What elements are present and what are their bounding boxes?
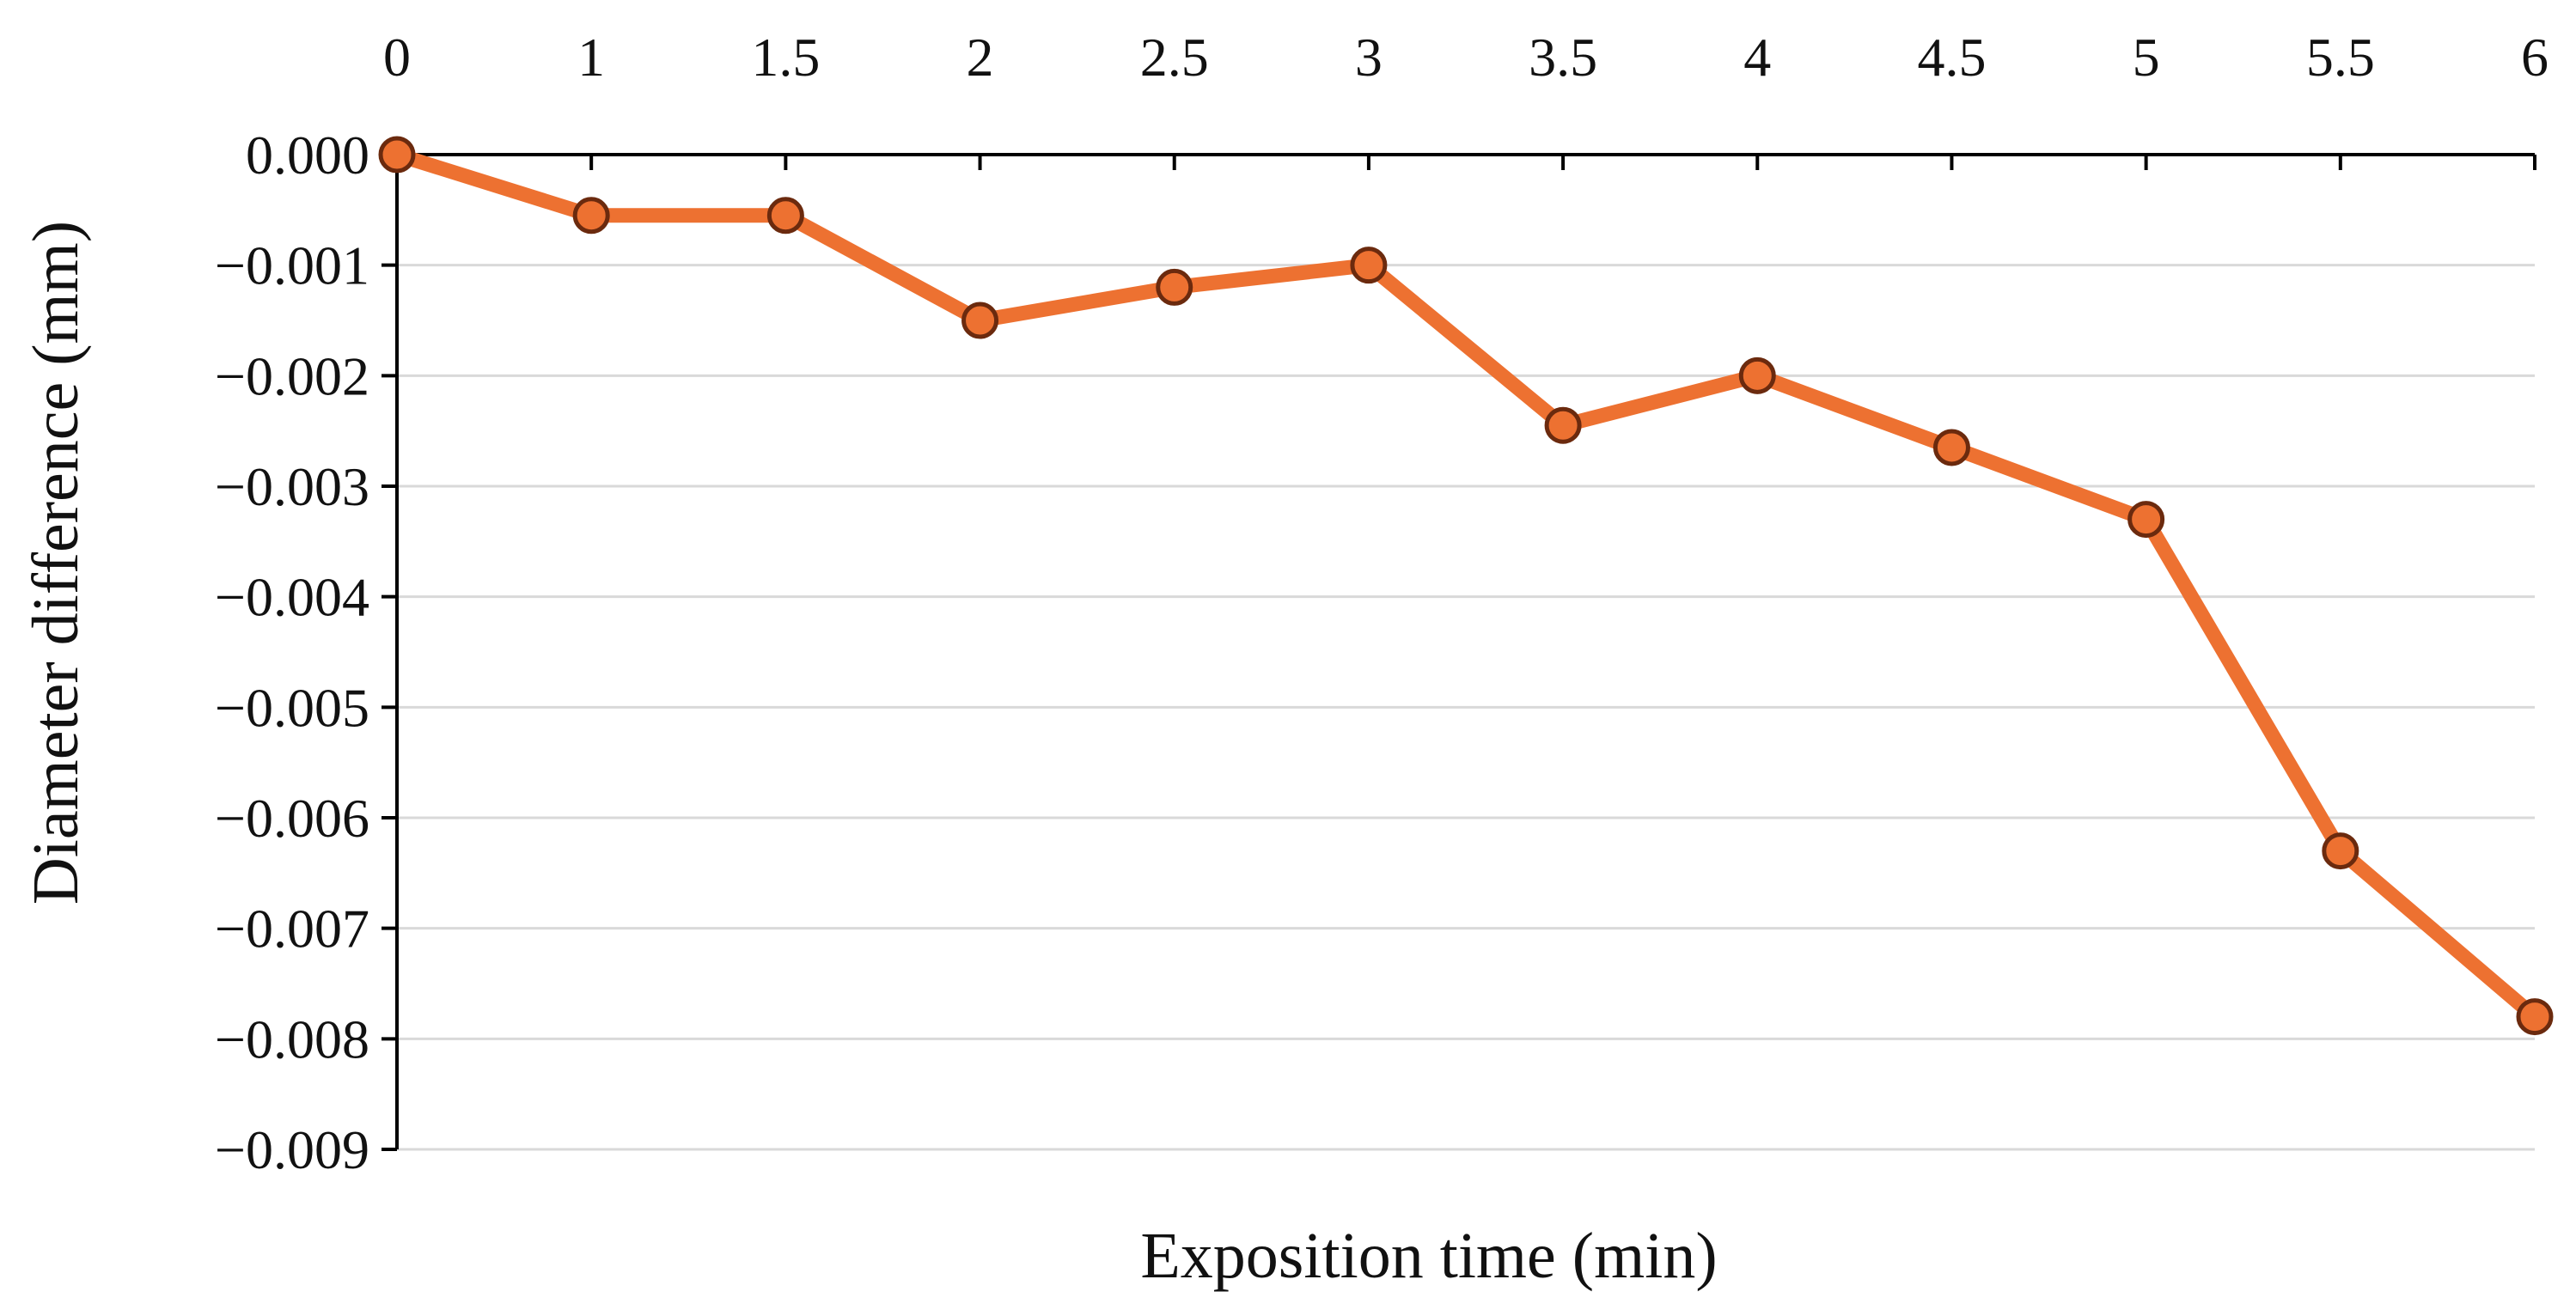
x-tick-label: 4	[1743, 27, 1771, 88]
x-tick-label: 3	[1355, 27, 1383, 88]
x-tick-label: 5	[2133, 27, 2160, 88]
x-tick-label: 6	[2521, 27, 2549, 88]
data-point	[1544, 406, 1582, 444]
data-point	[1156, 268, 1193, 306]
x-tick-label: 4.5	[1917, 27, 1986, 88]
tick-labels: 0 1 1.5 2 2.5 3 3.5 4 4.5 5 5.5 6 0.000 −0.001 −0.002 −…	[215, 27, 2549, 1180]
data-point	[2516, 998, 2554, 1036]
data-point	[2127, 501, 2165, 539]
x-tick-label: 1.5	[751, 27, 820, 88]
y-tick-label: −0.002	[215, 345, 369, 406]
data-series	[378, 136, 2554, 1036]
y-tick-label: −0.009	[215, 1119, 369, 1180]
x-axis-title: Exposition time (min)	[1140, 1220, 1717, 1292]
y-tick-label: −0.005	[215, 677, 369, 738]
data-point	[1932, 429, 1970, 466]
data-point	[766, 197, 804, 235]
y-tick-label: −0.003	[215, 456, 369, 517]
data-point	[961, 302, 999, 339]
data-point	[572, 197, 610, 235]
x-tick-label: 2.5	[1140, 27, 1209, 88]
y-tick-label: −0.001	[215, 235, 369, 296]
x-tick-label: 3.5	[1529, 27, 1597, 88]
gridlines	[397, 264, 2535, 1151]
y-tick-label: −0.007	[215, 899, 369, 960]
data-point	[1350, 247, 1388, 284]
x-tick-label: 1	[577, 27, 605, 88]
x-tick-label: 5.5	[2306, 27, 2375, 88]
y-axis-title: Diameter difference (mm)	[20, 221, 92, 905]
data-point	[378, 136, 416, 174]
data-point	[2322, 832, 2359, 870]
series-line	[389, 147, 2542, 1025]
y-tick-label: 0.000	[246, 125, 369, 186]
data-point	[1738, 356, 1776, 394]
y-tick-label: −0.006	[215, 788, 369, 849]
x-tick-label: 0	[383, 27, 411, 88]
axes	[382, 153, 2536, 1151]
x-tick-label: 2	[967, 27, 994, 88]
y-tick-label: −0.008	[215, 1008, 369, 1069]
y-tick-label: −0.004	[215, 567, 369, 628]
